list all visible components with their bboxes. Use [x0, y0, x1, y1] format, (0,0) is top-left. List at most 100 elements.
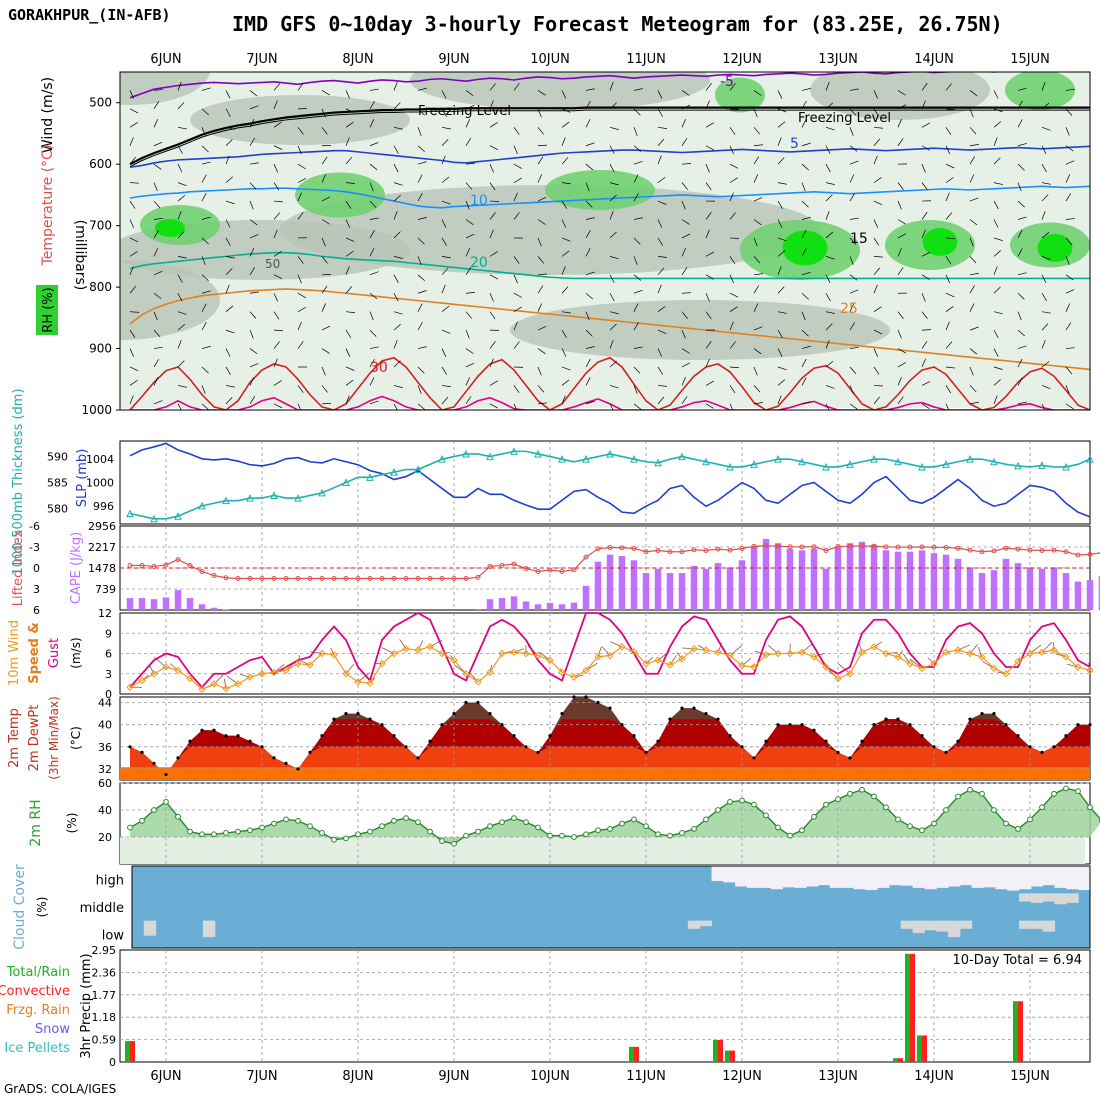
wind-barb: [153, 89, 163, 91]
rh-unit-label: (%): [65, 813, 79, 834]
speed-marker: [702, 646, 710, 654]
speed-marker: [390, 649, 398, 658]
wind-barb: [369, 346, 379, 349]
date-label-top: 15JUN: [1010, 52, 1050, 67]
wind-barb: [585, 229, 591, 239]
wind-barb: [969, 272, 979, 276]
wind-barb: [537, 108, 542, 118]
wind-barb: [1041, 311, 1051, 314]
wind-barb: [249, 248, 255, 257]
wind-barb-10m: [977, 646, 983, 658]
wind-barb: [1041, 340, 1046, 349]
thickness-marker: [606, 449, 614, 458]
cape-bar: [510, 596, 518, 610]
wind-barb: [633, 289, 643, 294]
wind-barb: [753, 326, 763, 331]
wind-barb: [321, 325, 331, 331]
wind-barb: [1065, 174, 1071, 183]
rh-contour-fill: [120, 260, 220, 340]
speed-marker: [594, 653, 602, 661]
wind-barb: [777, 237, 787, 242]
rh-marker: [571, 834, 577, 840]
wind-barb: [777, 311, 787, 314]
wind-barb: [873, 267, 880, 276]
speed-marker: [762, 651, 770, 659]
speed-marker: [846, 670, 854, 678]
wind-barb: [633, 237, 641, 245]
wind-barb-10m: [927, 657, 935, 664]
temp-marker: [212, 728, 216, 732]
precip-total-bar: [917, 1035, 922, 1062]
wind-barb: [945, 385, 952, 394]
temp-marker: [632, 734, 636, 738]
rh-marker: [811, 813, 817, 820]
wind-barb: [1041, 164, 1047, 173]
pressure-tick-label: 600: [89, 157, 112, 171]
wind-barb: [1017, 200, 1025, 208]
wind-barb: [993, 311, 1003, 315]
wind-barb: [1017, 292, 1025, 300]
rh-marker: [679, 830, 685, 836]
lifted-index-marker: [235, 576, 241, 581]
slp-line: [129, 442, 1091, 518]
date-label-bottom: 8JUN: [342, 1069, 373, 1084]
wind-barb: [705, 212, 712, 220]
thickness-marker: [342, 478, 350, 486]
wind-barb: [1041, 194, 1049, 202]
wind-barb: [921, 293, 926, 302]
temp-tick-label: 44: [98, 697, 112, 710]
temp-marker: [128, 745, 132, 749]
wind-barb: [537, 219, 546, 225]
lifted-index-marker: [283, 576, 289, 581]
wind-barb: [969, 366, 974, 376]
wind-barb: [297, 321, 302, 331]
lifted-index-marker: [511, 561, 517, 567]
cape-bar: [882, 550, 890, 610]
wind-barb: [825, 293, 831, 302]
cape-bar: [642, 573, 650, 610]
slp-tick-label: 996: [93, 500, 114, 513]
cape-bar: [702, 568, 710, 610]
cape-tick-label: 1478: [88, 562, 116, 575]
wind-barb: [537, 90, 546, 96]
wind-barb: [297, 82, 304, 91]
cloud-low-cell: [936, 920, 949, 932]
wind-barb: [945, 237, 955, 240]
wind-barb: [393, 360, 401, 368]
wind-barb: [393, 231, 401, 239]
wind-barb: [873, 237, 880, 246]
wind-barb: [273, 229, 278, 239]
lifted-index-marker: [655, 547, 661, 553]
speed-marker: [354, 678, 362, 686]
wind-barb: [1089, 292, 1090, 294]
wind-barb-10m: [885, 652, 898, 654]
wind-barb: [465, 233, 475, 239]
cape-bar: [714, 563, 722, 610]
lifted-index-marker: [643, 549, 649, 555]
wind-barb: [729, 403, 734, 410]
wind-barb: [777, 266, 782, 275]
wind-barb: [777, 395, 782, 404]
lifted-index-marker: [187, 562, 193, 568]
wind-barb: [393, 256, 403, 259]
wind-barb: [321, 174, 326, 183]
cape-bar: [1098, 575, 1100, 610]
thickness-marker: [534, 449, 542, 458]
rh-marker: [787, 832, 793, 839]
wind-barb: [849, 174, 855, 183]
date-label-top: 13JUN: [818, 52, 858, 67]
lifted-index-marker: [691, 547, 697, 553]
temp-marker: [200, 728, 204, 732]
temp-marker: [584, 695, 588, 699]
rh-marker: [883, 804, 889, 811]
wind-barb: [825, 311, 835, 314]
wind-barb: [345, 108, 355, 114]
wind-barb: [777, 219, 783, 228]
lifted-index-marker: [271, 576, 277, 581]
wind-barb: [657, 90, 663, 99]
rh-marker: [499, 819, 505, 826]
wind-barb: [705, 145, 715, 151]
cloud-high-cell: [817, 866, 831, 886]
wind-barb: [417, 385, 422, 394]
precip-legend-item: Snow: [35, 1022, 70, 1037]
